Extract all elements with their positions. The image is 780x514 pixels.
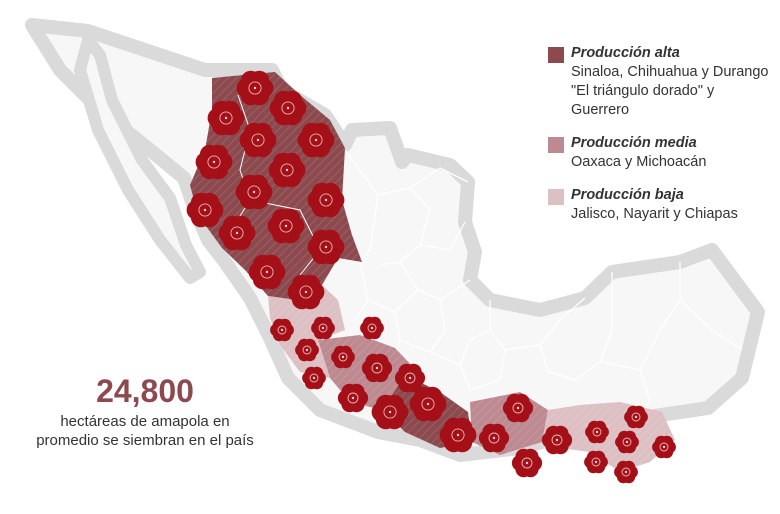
poppy-flower-icon [394,363,426,393]
poppy-markers [186,70,676,484]
poppy-flower-icon [541,425,573,455]
legend-swatch-low [548,189,564,205]
legend-item-medium: Producción media Oaxaca y Michoacán [548,134,773,172]
poppy-flower-icon [361,353,393,383]
poppy-flower-icon [614,460,638,484]
legend-title-low: Producción baja [571,187,684,203]
poppy-flower-icon [331,345,355,369]
poppy-flower-icon [267,208,305,244]
poppy-flower-icon [511,448,543,478]
poppy-flower-icon [207,100,245,136]
poppy-flower-icon [268,152,306,188]
poppy-flower-icon [478,423,510,453]
poppy-flower-icon [248,254,286,290]
poppy-flower-icon [615,430,639,454]
poppy-flower-icon [624,405,648,429]
poppy-flower-icon [302,366,326,390]
poppy-flower-icon [652,435,676,459]
poppy-flower-icon [297,122,335,158]
poppy-flower-icon [307,182,345,218]
poppy-flower-icon [371,394,409,430]
poppy-flower-icon [337,383,369,413]
legend-item-low: Producción baja Jalisco, Nayarit y Chiap… [548,186,773,224]
legend-desc-high: Sinaloa, Chihuahua y Durango "El triángu… [571,64,769,118]
poppy-flower-icon [186,192,224,228]
poppy-flower-icon [584,450,608,474]
poppy-flower-icon [239,122,277,158]
legend-swatch-high [548,47,564,63]
poppy-flower-icon [311,316,335,340]
legend: Producción alta Sinaloa, Chihuahua y Dur… [548,44,773,238]
poppy-flower-icon [270,318,294,342]
poppy-flower-icon [307,229,345,265]
legend-desc-medium: Oaxaca y Michoacán [571,154,707,170]
legend-title-medium: Producción media [571,135,697,151]
stat-block: 24,800 hectáreas de amapola en promedio … [30,374,260,450]
poppy-flower-icon [287,274,325,310]
baja-peninsula [74,34,206,284]
poppy-flower-icon [360,316,384,340]
stat-caption: hectáreas de amapola en promedio se siem… [36,413,254,449]
poppy-flower-icon [218,215,256,251]
state-borders [344,149,743,419]
poppy-flower-icon [269,90,307,126]
poppy-flower-icon [585,420,609,444]
stat-number: 24,800 [96,373,194,409]
legend-title-high: Producción alta [571,45,680,61]
legend-swatch-medium [548,137,564,153]
poppy-flower-icon [235,174,273,210]
poppy-flower-icon [295,338,319,362]
poppy-flower-icon [195,144,233,180]
poppy-flower-icon [502,393,534,423]
poppy-flower-icon [439,417,477,453]
legend-item-high: Producción alta Sinaloa, Chihuahua y Dur… [548,44,773,120]
legend-desc-low: Jalisco, Nayarit y Chiapas [571,206,738,222]
poppy-flower-icon [236,70,274,106]
poppy-flower-icon [409,386,447,422]
